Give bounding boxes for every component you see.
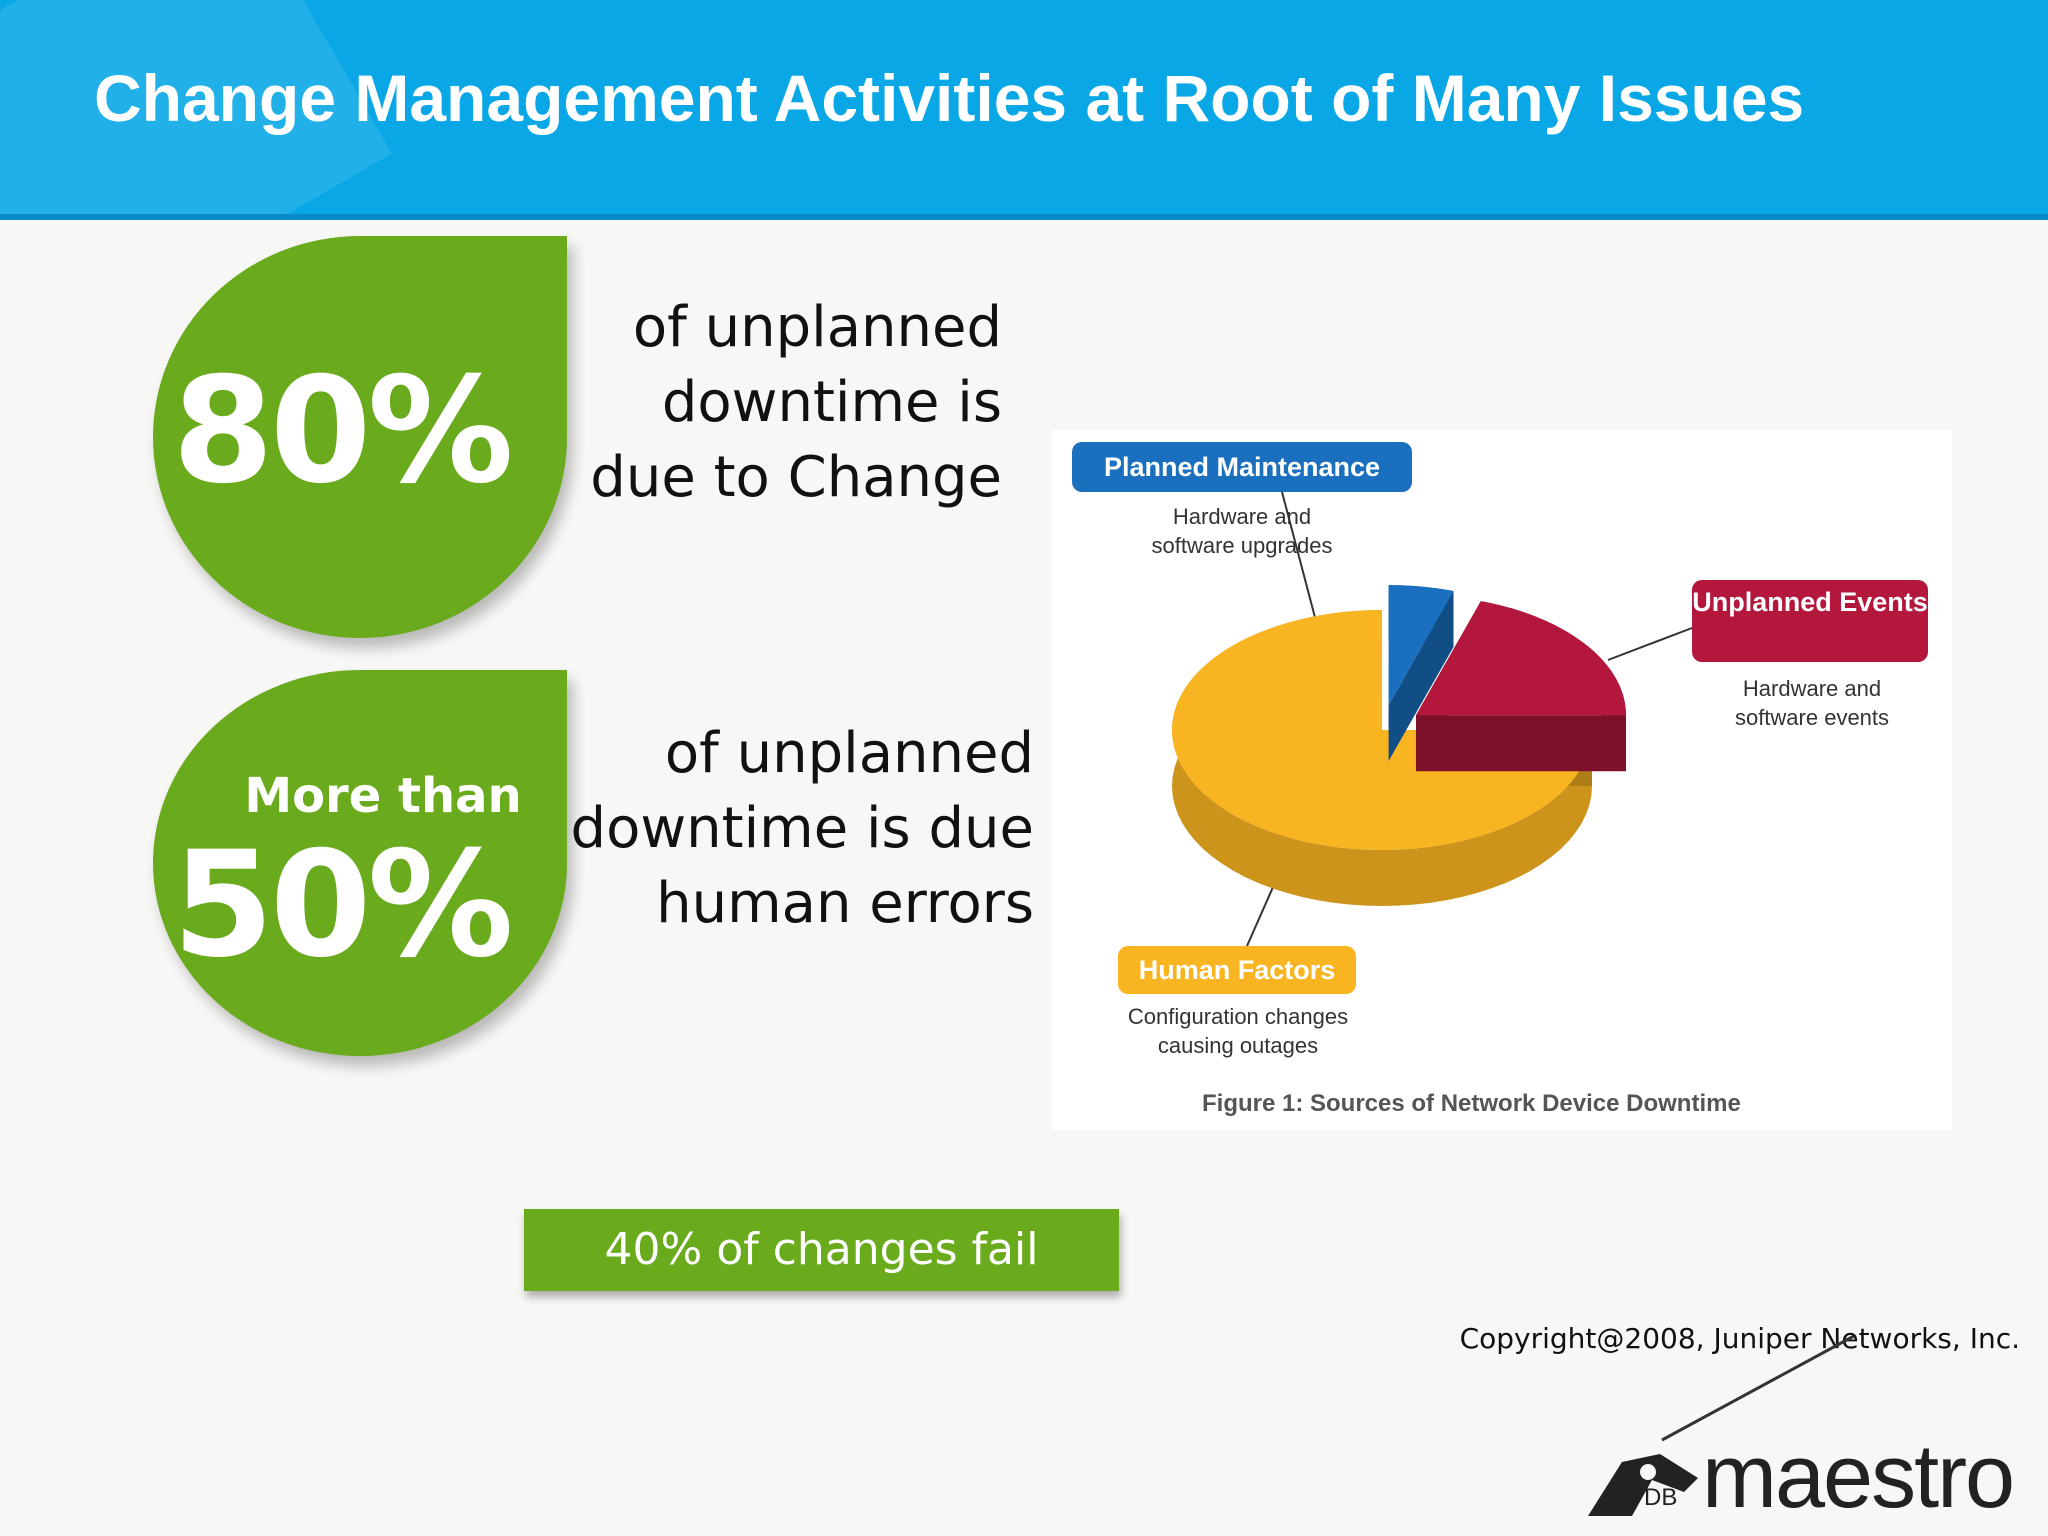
- leader-line: [1281, 491, 1318, 626]
- leader-line: [1607, 627, 1693, 661]
- stat-value: 80%: [172, 346, 513, 516]
- human-factors-desc: Configuration changes causing outages: [1127, 1004, 1349, 1058]
- logo-prefix: DB: [1644, 1484, 1678, 1511]
- pie-slice-planned-maintenance: [1388, 585, 1454, 762]
- title-bar: Change Management Activities at Root of …: [0, 0, 2048, 220]
- unplanned-events-label: Unplanned Events: [1692, 580, 1928, 662]
- page-title: Change Management Activities at Root of …: [94, 61, 1805, 135]
- human-factors-label: Human Factors: [1118, 946, 1356, 994]
- logo-wordmark: maestro: [1702, 1427, 2015, 1527]
- unplanned-events-desc: Hardware and software events: [1734, 676, 1890, 730]
- copyright-notice: Copyright@2008, Juniper Networks, Inc.: [1459, 1322, 2020, 1355]
- pen-line: [1661, 1334, 1855, 1442]
- pen-nib-icon: [1588, 1454, 1698, 1516]
- leader-line: [1246, 877, 1278, 947]
- stat-badge-50: More than 50%: [153, 670, 567, 1056]
- stat-description: of unplanned downtime is due human error…: [570, 721, 1034, 936]
- pie-slice-unplanned-events: [1415, 601, 1626, 772]
- changes-fail-callout: 40% of changes fail: [524, 1209, 1119, 1291]
- downtime-figure: Planned Maintenance Hardware and softwar…: [1052, 430, 1952, 1130]
- pie-chart: [1172, 491, 1693, 947]
- stat-description: of unplanned downtime is due to Change: [590, 295, 1002, 510]
- planned-maintenance-desc: Hardware and software upgrades: [1151, 504, 1333, 558]
- stat-value: 50%: [172, 820, 513, 990]
- stat-badge-80: 80%: [153, 236, 567, 638]
- planned-maintenance-label: Planned Maintenance: [1072, 442, 1412, 492]
- stat-prefix: More than: [244, 768, 522, 824]
- dbmaestro-logo: DB maestro: [1582, 1334, 2032, 1527]
- figure-caption: Figure 1: Sources of Network Device Down…: [1202, 1090, 1741, 1117]
